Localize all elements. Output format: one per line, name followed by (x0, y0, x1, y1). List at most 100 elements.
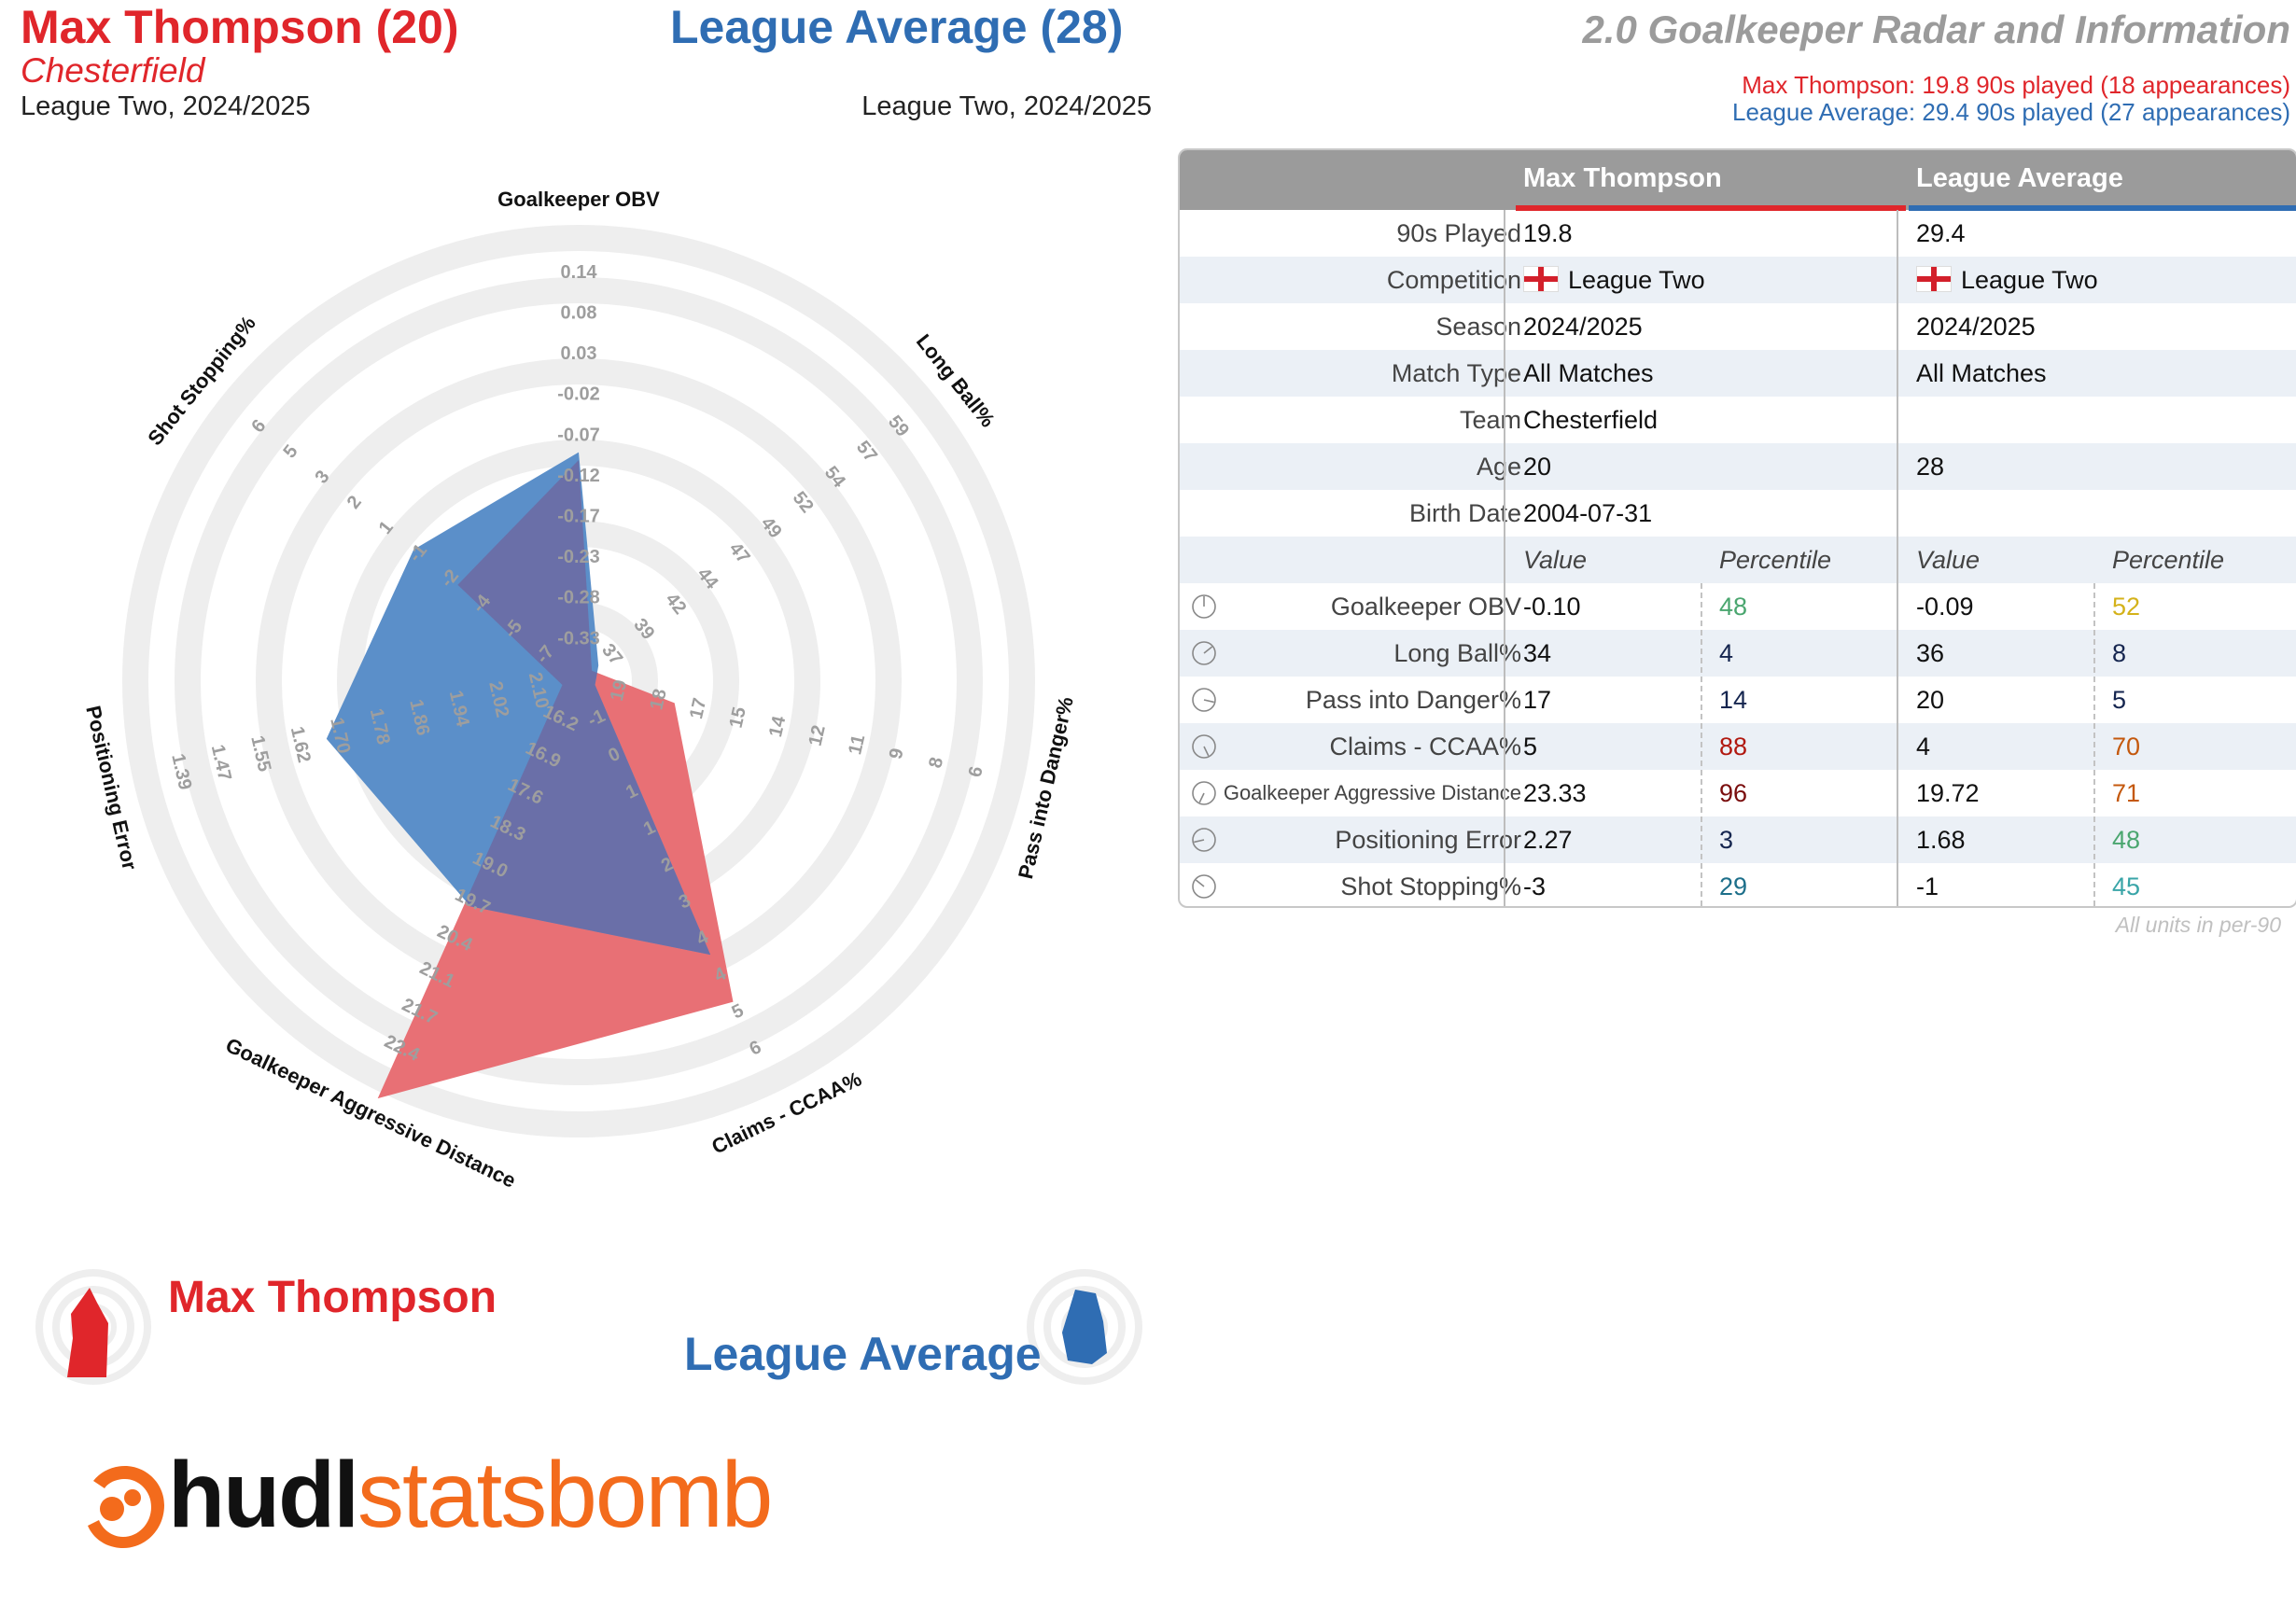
player-value-text: Chesterfield (1523, 406, 1659, 434)
player-percentile: 88 (1719, 733, 1748, 761)
row-label: Season (1435, 313, 1521, 341)
table-header: Max Thompson League Average (1180, 150, 2296, 211)
average-value: 28 (1916, 443, 1944, 490)
axis-tick-label: 15 (726, 705, 750, 731)
average-value: 1.68 (1916, 826, 1966, 854)
player-value: 2004-07-31 (1523, 490, 1652, 537)
player-value: 17 (1523, 686, 1552, 714)
row-label: Long Ball% (1393, 639, 1521, 667)
row-label: Goalkeeper Aggressive Distance (1223, 781, 1521, 804)
player-value-text: League Two (1568, 266, 1705, 294)
table-row: Competition League Two League Two (1180, 257, 2296, 303)
average-percentile-subheader: Percentile (2112, 546, 2225, 574)
table-row: Goalkeeper OBV -0.10 48 -0.09 52 (1180, 583, 2296, 630)
table-row: Pass into Danger% 17 14 20 5 (1180, 677, 2296, 723)
average-value-text: All Matches (1916, 359, 2047, 387)
hudl-statsbomb-logo: hudlstatsbomb (168, 1442, 773, 1549)
table-row: Long Ball% 34 4 36 8 (1180, 630, 2296, 677)
average-title: League Average (28) (670, 1, 1124, 53)
table-row: Goalkeeper Aggressive Distance 23.33 96 19.… (1180, 770, 2296, 816)
player-value-text: 19.8 (1523, 219, 1573, 247)
average-percentile: 48 (2112, 826, 2141, 854)
player-value: Chesterfield (1523, 397, 1658, 443)
logo-hudl-text: hudl (168, 1443, 359, 1547)
axis-tick-label: 8 (925, 756, 947, 771)
axis-tick-label: 18 (647, 687, 671, 712)
gauge-icon (1192, 828, 1216, 852)
report-title: 2.0 Goalkeeper Radar and Information (1582, 7, 2290, 51)
radar-ring (175, 277, 983, 1085)
axis-label: Goalkeeper OBV (497, 188, 660, 211)
player-percentile: 3 (1719, 826, 1734, 854)
player-percentile: 96 (1719, 779, 1748, 807)
axis-tick-label: 0.14 (561, 262, 598, 283)
axis-tick-label: 6 (965, 764, 987, 779)
table-dashed-divider (2093, 583, 2095, 906)
average-value: 2024/2025 (1916, 303, 2036, 350)
player-value: 2024/2025 (1523, 303, 1643, 350)
average-header-underline (1909, 205, 2296, 211)
table-row: Shot Stopping% -3 29 -1 45 (1180, 863, 2296, 906)
player-club: Chesterfield (21, 51, 205, 90)
player-value: 23.33 (1523, 779, 1587, 807)
row-label: Goalkeeper OBV (1330, 593, 1521, 621)
table-row: Age 20 28 (1180, 443, 2296, 490)
player-value: 5 (1523, 733, 1538, 761)
axis-tick-label: -0.28 (557, 588, 600, 608)
average-percentile: 52 (2112, 593, 2141, 621)
player-value: 34 (1523, 639, 1552, 667)
statsbomb-logo-icon (88, 1466, 164, 1548)
average-value: All Matches (1916, 350, 2047, 397)
row-label: Positioning Error (1335, 826, 1521, 854)
player-value: 19.8 (1523, 210, 1573, 257)
player-value: -0.10 (1523, 593, 1581, 621)
average-value-text: 29.4 (1916, 219, 1966, 247)
player-value: 20 (1523, 443, 1551, 490)
player-percentile: 29 (1719, 872, 1748, 900)
gauge-icon (1192, 734, 1216, 759)
axis-tick-label: 19 (607, 678, 631, 704)
average-value-text: 28 (1916, 453, 1945, 481)
table-row: Match Type All Matches All Matches (1180, 350, 2296, 397)
england-flag-icon (1523, 266, 1559, 292)
average-value: League Two (1916, 257, 2098, 303)
axis-tick-label: -0.23 (557, 547, 600, 567)
table-row: Positioning Error 2.27 3 1.68 48 (1180, 816, 2296, 863)
axis-tick-label: -0.12 (557, 466, 600, 486)
player-legend-label: Max Thompson (168, 1273, 497, 1322)
table-row: Team Chesterfield (1180, 397, 2296, 443)
table-row: 90s Played 19.8 29.4 (1180, 210, 2296, 257)
average-value: 20 (1916, 686, 1945, 714)
table-divider (1897, 210, 1898, 906)
average-value: -0.09 (1916, 593, 1974, 621)
row-label: Claims - CCAA% (1329, 733, 1521, 761)
gauge-icon (1192, 641, 1216, 665)
row-label: Team (1459, 406, 1521, 434)
player-header-underline (1516, 205, 1906, 211)
average-value: 19.72 (1916, 779, 1980, 807)
gauge-icon (1192, 781, 1216, 805)
radar-ring (122, 225, 1035, 1137)
axis-tick-label: -0.02 (557, 384, 600, 405)
player-league: League Two, 2024/2025 (21, 91, 311, 121)
table-subheader: Value Percentile Value Percentile (1180, 537, 2296, 583)
gauge-icon (1192, 594, 1216, 619)
axis-tick-label: 9 (886, 747, 908, 761)
england-flag-icon (1916, 266, 1952, 292)
average-percentile: 45 (2112, 872, 2141, 900)
axis-tick-label: -0.17 (557, 506, 600, 526)
player-percentile: 48 (1719, 593, 1748, 621)
axis-tick-label: 0.08 (561, 302, 597, 323)
axis-tick-label: -0.33 (557, 628, 600, 649)
player-percentile: 4 (1719, 639, 1734, 667)
average-value: -1 (1916, 872, 1939, 900)
average-value: 4 (1916, 733, 1931, 761)
gauge-icon (1192, 874, 1216, 899)
axis-tick-label: 0.03 (561, 343, 597, 364)
average-meta: League Average: 29.4 90s played (27 appe… (1732, 98, 2290, 126)
row-label: Age (1476, 453, 1521, 481)
average-value: 29.4 (1916, 210, 1966, 257)
axis-tick-label: 17 (686, 696, 710, 721)
info-table: Max Thompson League Average 90s Played 19… (1178, 148, 2296, 908)
units-note: All units in per-90 (2115, 913, 2281, 937)
